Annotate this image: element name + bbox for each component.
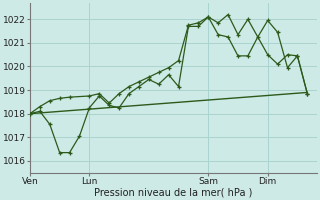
X-axis label: Pression niveau de la mer( hPa ): Pression niveau de la mer( hPa ) bbox=[94, 187, 253, 197]
